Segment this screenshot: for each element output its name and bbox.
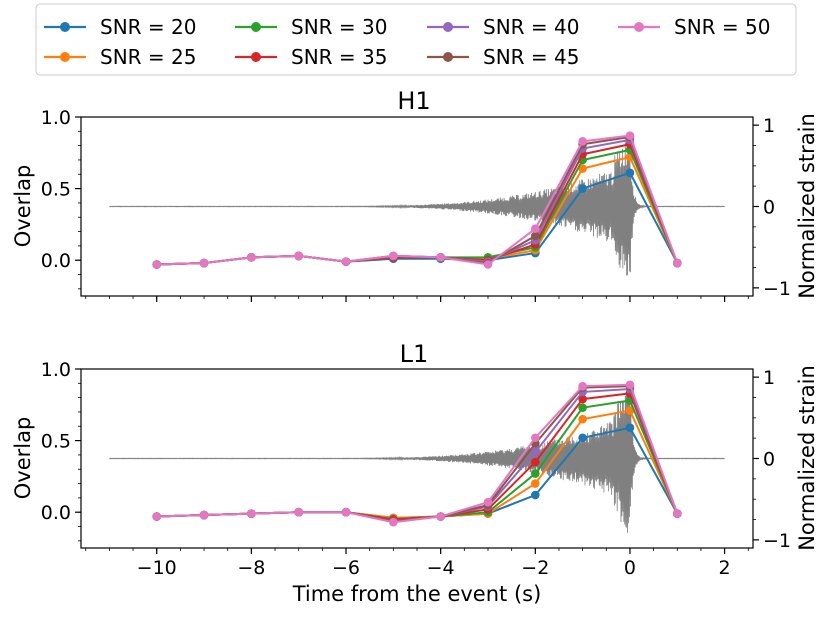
series-point [294, 507, 303, 517]
y-left-tick-label: 0.0 [41, 502, 71, 524]
legend-label-2: SNR = 25 [100, 45, 196, 69]
legend-marker-5 [443, 22, 453, 32]
series-point [199, 510, 209, 520]
series-point [625, 380, 635, 390]
series-point [625, 131, 635, 140]
series-point [483, 260, 493, 269]
x-axis-h1 [85, 296, 749, 302]
series-point [578, 394, 587, 404]
strain-trace-h1 [109, 138, 725, 276]
series-point [341, 257, 351, 266]
y-left-tick-label: 1.0 [41, 359, 71, 381]
series-line-snr-50 [156, 134, 679, 266]
legend: SNR = 20 SNR = 25 SNR = 30 SNR = 35 SNR = 40… [35, 3, 797, 76]
y-left-tick-label: 0.0 [41, 250, 71, 272]
overlap-series-h1 [152, 131, 682, 269]
series-point [531, 433, 540, 443]
y-right-label-h1: Normalized strain [795, 113, 819, 299]
legend-label-5: SNR = 40 [483, 15, 579, 39]
left-axis-h1: 0.0 0.5 1.0 [41, 107, 81, 290]
y-left-label-l1: Overlap [11, 417, 35, 500]
series-point [578, 184, 587, 193]
series-point [625, 423, 635, 433]
y-right-tick-label: 0 [763, 197, 775, 219]
series-point [152, 260, 162, 269]
legend-marker-3 [251, 22, 261, 32]
series-point [531, 469, 540, 478]
series-point [294, 251, 303, 261]
legend-label-4: SNR = 35 [291, 45, 387, 69]
series-point [247, 253, 256, 262]
legend-marker-4 [251, 52, 261, 62]
right-axis-l1: −1 0 1 [753, 367, 791, 552]
legend-frame [35, 3, 797, 76]
y-left-tick-label: 1.0 [41, 107, 71, 129]
x-tick-label: −2 [521, 557, 549, 579]
y-right-tick-label: −1 [763, 278, 791, 300]
series-point [578, 137, 587, 146]
y-right-tick-label: −1 [763, 530, 791, 552]
strain-trace-l1 [109, 388, 725, 533]
panel-title-l1: L1 [400, 340, 429, 368]
series-point [389, 251, 398, 261]
series-point [578, 403, 587, 412]
panel-title-h1: H1 [397, 87, 430, 115]
x-tick-label: −4 [427, 557, 455, 579]
series-point [531, 490, 540, 500]
series-point [389, 517, 398, 527]
series-point [531, 224, 540, 233]
y-right-tick-label: 1 [763, 367, 775, 389]
x-tick-label: 2 [719, 557, 731, 579]
y-left-label-h1: Overlap [11, 165, 35, 248]
legend-marker-2 [60, 52, 70, 62]
series-point [578, 164, 587, 173]
series-point [625, 406, 635, 415]
strain-waveform [109, 388, 725, 533]
series-point [152, 512, 162, 521]
series-point [436, 512, 445, 521]
series-point [436, 253, 445, 262]
legend-label-7: SNR = 50 [674, 15, 770, 39]
series-point [341, 507, 351, 517]
x-tick-label: 0 [624, 557, 636, 579]
left-axis-l1: 0.0 0.5 1.0 [41, 359, 81, 542]
series-point [531, 231, 540, 241]
series-point [672, 509, 682, 518]
series-point [672, 258, 682, 268]
series-point [531, 447, 540, 457]
series-point [578, 381, 587, 391]
legend-label-6: SNR = 45 [483, 45, 579, 69]
series-point [578, 433, 587, 443]
y-left-tick-label: 0.5 [41, 179, 71, 201]
series-line-snr-50 [156, 383, 679, 524]
y-right-label-l1: Normalized strain [795, 365, 819, 551]
x-tick-label: −6 [332, 557, 360, 579]
series-point [247, 509, 256, 518]
strain-waveform [109, 138, 725, 276]
right-axis-h1: −1 0 1 [753, 115, 791, 300]
legend-label-3: SNR = 30 [291, 15, 387, 39]
y-right-tick-label: 0 [763, 449, 775, 471]
series-point [578, 414, 587, 424]
legend-marker-6 [443, 52, 453, 62]
x-tick-label: −10 [137, 557, 177, 579]
series-point [199, 258, 209, 268]
overlap-series-l1 [152, 380, 682, 527]
x-axis-label: Time from the event (s) [292, 582, 542, 606]
series-point [483, 497, 493, 507]
y-right-tick-label: 1 [763, 115, 775, 137]
legend-marker-1 [60, 22, 70, 32]
x-axis-l1: −10 −8 −6 −4 −2 0 2 [85, 548, 749, 579]
x-tick-label: −8 [237, 557, 265, 579]
panel-h1: H1 0.0 0.5 1.0 −1 0 1 Overlap Normalized str… [11, 87, 819, 302]
legend-marker-7 [634, 22, 644, 32]
y-left-tick-label: 0.5 [41, 431, 71, 453]
series-point [531, 479, 540, 488]
legend-label-1: SNR = 20 [100, 15, 196, 39]
series-point [625, 168, 635, 178]
series-point [531, 457, 540, 467]
panel-l1: L1 0.00.51.0 −101 −10 −8 −6 −4 −2 0 2 Overlap … [11, 340, 819, 579]
